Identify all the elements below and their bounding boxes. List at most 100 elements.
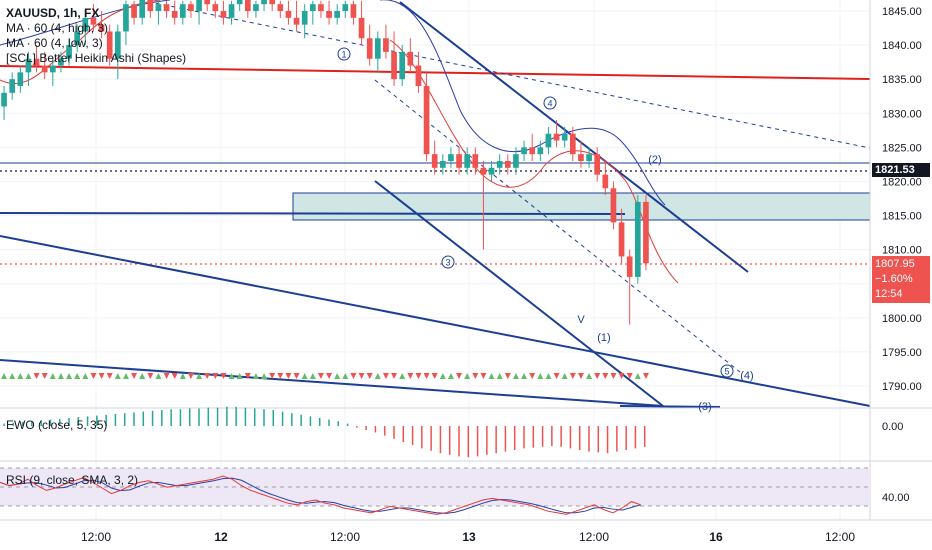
- heikin-up-marker: [25, 373, 32, 379]
- candle-body: [448, 154, 454, 161]
- heikin-up-marker: [374, 373, 381, 379]
- heikin-up-marker: [179, 373, 186, 379]
- candle-body: [98, 24, 105, 32]
- heikin-down-marker: [602, 373, 609, 379]
- candle-body: [82, 17, 89, 32]
- wave-label-5: 5: [724, 367, 729, 377]
- candle-body: [293, 17, 300, 25]
- candle-body: [155, 4, 162, 11]
- wave-label-4-circle: [543, 96, 557, 110]
- legend-rsi[interactable]: RSI (9, close, SMA, 3, 2): [6, 473, 139, 487]
- candle-body: [618, 222, 625, 257]
- candle-body: [301, 11, 308, 25]
- candle-body: [9, 79, 16, 93]
- candle-body: [90, 17, 97, 25]
- candle-body: [277, 4, 284, 11]
- candle-body: [204, 0, 211, 5]
- candle-body: [464, 154, 471, 168]
- candle-body: [431, 154, 438, 168]
- heikin-up-marker: [236, 373, 243, 379]
- candle-body: [383, 38, 389, 52]
- trendline-base[interactable]: [0, 359, 664, 407]
- heikin-down-marker: [90, 373, 97, 379]
- time-axis-labels: 12:00 12 12:00 13 12:00 16 12:00: [81, 530, 855, 544]
- legend-ewo[interactable]: EWO (close, 5, 35): [6, 418, 108, 432]
- heikin-down-marker: [212, 373, 219, 379]
- heikin-down-marker: [317, 373, 324, 379]
- candle-body: [521, 147, 527, 155]
- last-price-tag: 1807.95 −1.60% 12:54: [872, 256, 930, 303]
- heikin-up-marker: [512, 373, 519, 379]
- dashed-trend-lower[interactable]: [374, 79, 741, 373]
- legend-ma-high[interactable]: MA · 60 (4, high, 3): [6, 21, 109, 35]
- heikin-up-marker: [1, 373, 8, 379]
- candle-body: [196, 0, 202, 12]
- wave-label-3: 3: [445, 258, 450, 268]
- heikin-up-marker: [139, 373, 146, 379]
- trendline-long[interactable]: [0, 235, 871, 407]
- heikin-ashi-markers: [1, 373, 649, 379]
- heikin-down-marker: [204, 373, 211, 379]
- heikin-down-marker: [391, 373, 398, 379]
- candle-body: [407, 51, 414, 66]
- heikin-up-marker: [261, 373, 268, 379]
- heikin-down-marker: [480, 373, 487, 379]
- candle-body: [269, 0, 276, 5]
- ewo-histogram: [3, 406, 646, 458]
- candle-body: [139, 0, 146, 18]
- heikin-down-marker: [277, 373, 284, 379]
- candle-body: [261, 0, 267, 5]
- heikin-down-marker: [350, 373, 357, 379]
- heikin-down-marker: [131, 373, 138, 379]
- heikin-down-marker: [358, 373, 365, 379]
- candle-body: [318, 4, 324, 11]
- candle-body: [123, 4, 129, 32]
- price-tick-label: 1800.00: [882, 313, 922, 325]
- candle-body: [326, 11, 332, 18]
- time-tick-label: 12: [214, 530, 228, 544]
- heikin-up-marker: [122, 373, 129, 379]
- trendline-lower-channel[interactable]: [374, 180, 664, 407]
- candle-body: [374, 38, 381, 59]
- candle-body: [472, 154, 479, 168]
- legend: XAUUSD, 1h, FX MA · 60 (4, high, 3) MA ·…: [6, 6, 186, 66]
- candle-body: [545, 133, 552, 148]
- candle-body: [578, 154, 584, 161]
- candle-body: [513, 154, 519, 168]
- supply-demand-zone[interactable]: [292, 192, 871, 221]
- time-tick-label: 12:00: [81, 530, 111, 544]
- heikin-up-marker: [301, 373, 308, 379]
- candle-body: [456, 154, 462, 168]
- candle-body: [147, 0, 154, 12]
- price-tick-label: 1820.00: [882, 176, 922, 188]
- bar-countdown: 12:54: [875, 288, 903, 300]
- price-tick-label: 1830.00: [882, 108, 922, 120]
- blue-horizontal-line[interactable]: [0, 212, 626, 215]
- heikin-up-marker: [496, 373, 503, 379]
- candle-body: [253, 4, 259, 11]
- red-trendline[interactable]: [0, 65, 871, 80]
- candle-body: [309, 4, 316, 11]
- ewo-tick-label: 0.00: [882, 421, 903, 433]
- candlesticks[interactable]: [1, 0, 649, 325]
- candle-body: [58, 58, 64, 66]
- candle-body: [594, 154, 601, 175]
- price-tick-label: 1840.00: [882, 40, 922, 52]
- candle-body: [391, 51, 397, 80]
- candle-body: [399, 51, 406, 80]
- candle-body: [179, 4, 186, 18]
- heikin-down-marker: [431, 373, 438, 379]
- legend-symbol[interactable]: XAUUSD, 1h, FX: [6, 6, 100, 20]
- legend-ma-low[interactable]: MA · 60 (4, low, 3): [6, 36, 103, 50]
- heikin-up-marker: [66, 373, 73, 379]
- time-tick-label: 12:00: [825, 530, 855, 544]
- candle-body: [106, 31, 113, 59]
- heikin-down-marker: [610, 373, 617, 379]
- time-tick-label: 13: [462, 530, 476, 544]
- price-tick-label: 1845.00: [882, 6, 922, 18]
- legend-heikin[interactable]: [SCL] Better Heikin Ashi (Shapes): [6, 51, 187, 65]
- trendline-base-ext[interactable]: [619, 405, 721, 408]
- heikin-down-marker: [577, 373, 584, 379]
- price-tick-label: 1810.00: [882, 245, 922, 257]
